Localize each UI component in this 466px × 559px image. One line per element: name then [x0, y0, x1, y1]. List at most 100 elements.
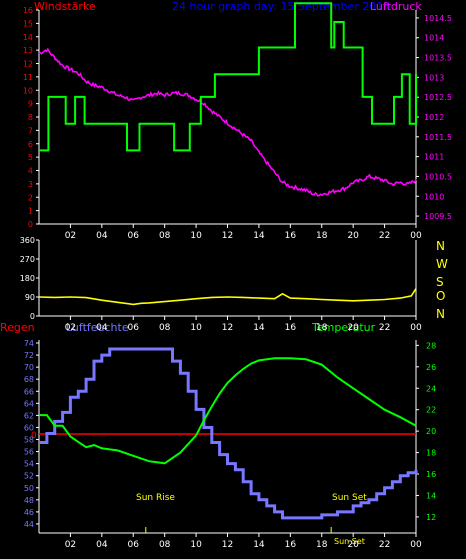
p3-xtick-label-22: 22: [379, 540, 390, 550]
p3-right-tick-label-12: 12: [426, 513, 436, 522]
p1-left-tick-label-7: 7: [28, 126, 33, 135]
p3-left-tick-label-50: 50: [24, 484, 34, 493]
p1-xtick-label-00: 00: [410, 231, 422, 241]
p1-left-tick-label-16: 16: [23, 6, 33, 15]
p2-xtick-label-04: 04: [96, 323, 108, 333]
p3-left-tick-label-46: 46: [24, 508, 34, 517]
p3-right-tick-label-14: 14: [426, 491, 436, 500]
p3-left-tick-label-68: 68: [24, 375, 34, 384]
p1-left-tick-label-8: 8: [28, 113, 33, 122]
p1-xtick-label-02: 02: [65, 231, 76, 241]
p1-left-tick-label-2: 2: [28, 193, 33, 202]
p3-right-tick-label-20: 20: [426, 427, 436, 436]
p2-xtick-label-10: 10: [190, 323, 202, 333]
p1-left-tick-label-6: 6: [28, 140, 33, 149]
chart-dynamic-layer: 02 04 06 08 10 12 14 16 18 20 22 000123456789101112…: [20, 2, 452, 550]
p2-xtick-label-18: 18: [316, 323, 328, 333]
p1-right-tick-label-1011: 1011: [424, 153, 444, 162]
p3-xtick-label-02: 02: [65, 540, 76, 550]
p3-right-tick-label-18: 18: [426, 449, 436, 458]
p1-right-tick-label-1013.5: 1013.5: [424, 54, 452, 63]
p1-xtick-label-14: 14: [253, 231, 265, 241]
temperature-line: [39, 357, 417, 465]
p1-right-tick-label-1010.5: 1010.5: [424, 172, 452, 181]
p3-right-tick-label-22: 22: [426, 406, 436, 415]
p2-xtick-label-06: 06: [128, 323, 140, 333]
p3-left-tick-label-66: 66: [24, 387, 34, 396]
p1-left-tick-label-15: 15: [23, 19, 33, 28]
panel3-rain-zero: 0: [31, 431, 37, 441]
p2-xtick-label-12: 12: [222, 323, 233, 333]
p3-xtick-label-10: 10: [190, 540, 202, 550]
sunset-label: Sun Set: [332, 493, 367, 503]
p1-right-tick-label-1014: 1014: [424, 34, 444, 43]
p3-xtick-label-20: 20: [347, 540, 359, 550]
p3-left-tick-label-64: 64: [24, 399, 34, 408]
p1-left-tick-label-12: 12: [23, 60, 33, 69]
pressure-line: [38, 47, 417, 197]
p1-xtick-label-10: 10: [190, 231, 202, 241]
p1-right-tick-label-1012.5: 1012.5: [424, 93, 452, 102]
p1-xtick-label-20: 20: [347, 231, 359, 241]
dir-letter-w: W: [436, 257, 448, 271]
p1-left-tick-label-10: 10: [23, 86, 33, 95]
p3-left-tick-label-48: 48: [24, 496, 34, 505]
p3-left-tick-label-70: 70: [24, 363, 34, 372]
p3-right-tick-label-28: 28: [426, 341, 436, 350]
p3-left-tick-label-62: 62: [24, 411, 34, 420]
p1-right-tick-label-1012: 1012: [424, 113, 444, 122]
p1-xtick-label-22: 22: [379, 231, 390, 241]
dir-letter-s: S: [436, 275, 444, 289]
p1-left-tick-label-13: 13: [23, 46, 33, 55]
p1-left-tick-label-5: 5: [28, 153, 33, 162]
p3-left-tick-label-52: 52: [24, 472, 34, 481]
p3-xtick-label-04: 04: [96, 540, 108, 550]
p2-xtick-label-22: 22: [379, 323, 390, 333]
p3-left-tick-label-58: 58: [24, 436, 34, 445]
panel3-temperature-label: Temperatur: [311, 321, 376, 334]
p1-left-tick-label-0: 0: [28, 220, 33, 229]
panel1-right-label: Luftdruck: [370, 0, 422, 13]
p2-xtick-label-16: 16: [285, 323, 297, 333]
p3-xtick-label-00: 00: [410, 540, 422, 550]
panel3-rain-label: Regen: [0, 321, 35, 334]
dir-letter-n2: N: [436, 307, 445, 321]
p1-right-tick-label-1009.5: 1009.5: [424, 212, 452, 221]
wind-speed-line: [39, 2, 417, 152]
humidity-line: [39, 347, 418, 520]
panel1-left-label: Windstärke: [34, 0, 96, 13]
p1-left-tick-label-1: 1: [28, 207, 33, 216]
p3-xtick-label-06: 06: [128, 540, 140, 550]
p2-xtick-label-14: 14: [253, 323, 265, 333]
p3-left-tick-label-44: 44: [24, 520, 34, 529]
p2-left-tick-label-0: 0: [30, 312, 35, 321]
dir-letter-n1: N: [436, 239, 445, 253]
sunrise-label: Sun Rise: [136, 493, 175, 503]
p1-xtick-label-12: 12: [222, 231, 233, 241]
p3-left-tick-label-74: 74: [24, 339, 34, 348]
p1-xtick-label-08: 08: [159, 231, 171, 241]
p2-xtick-label-20: 20: [347, 323, 359, 333]
p2-xtick-label-00: 00: [410, 323, 422, 333]
p3-xtick-label-16: 16: [285, 540, 297, 550]
p1-left-tick-label-4: 4: [28, 167, 33, 176]
p2-left-tick-label-180: 180: [20, 274, 35, 283]
p3-right-tick-label-24: 24: [426, 384, 436, 393]
p1-right-tick-label-1014.5: 1014.5: [424, 14, 452, 23]
p1-left-tick-label-3: 3: [28, 180, 33, 189]
p3-left-tick-label-56: 56: [24, 448, 34, 457]
p3-left-tick-label-72: 72: [24, 351, 34, 360]
p3-left-tick-label-54: 54: [24, 460, 34, 469]
p1-left-tick-label-14: 14: [23, 33, 33, 42]
p3-xtick-label-12: 12: [222, 540, 233, 550]
p3-xtick-label-08: 08: [159, 540, 171, 550]
p3-right-tick-label-16: 16: [426, 470, 436, 479]
p1-xtick-label-16: 16: [285, 231, 297, 241]
p2-left-tick-label-270: 270: [20, 255, 35, 264]
panel3-humidity-label: Luftfeuchte: [66, 321, 129, 334]
p2-left-tick-label-360: 360: [20, 236, 35, 245]
p1-xtick-label-18: 18: [316, 231, 328, 241]
p1-left-tick-label-11: 11: [23, 73, 33, 82]
p1-right-tick-label-1010: 1010: [424, 192, 444, 201]
